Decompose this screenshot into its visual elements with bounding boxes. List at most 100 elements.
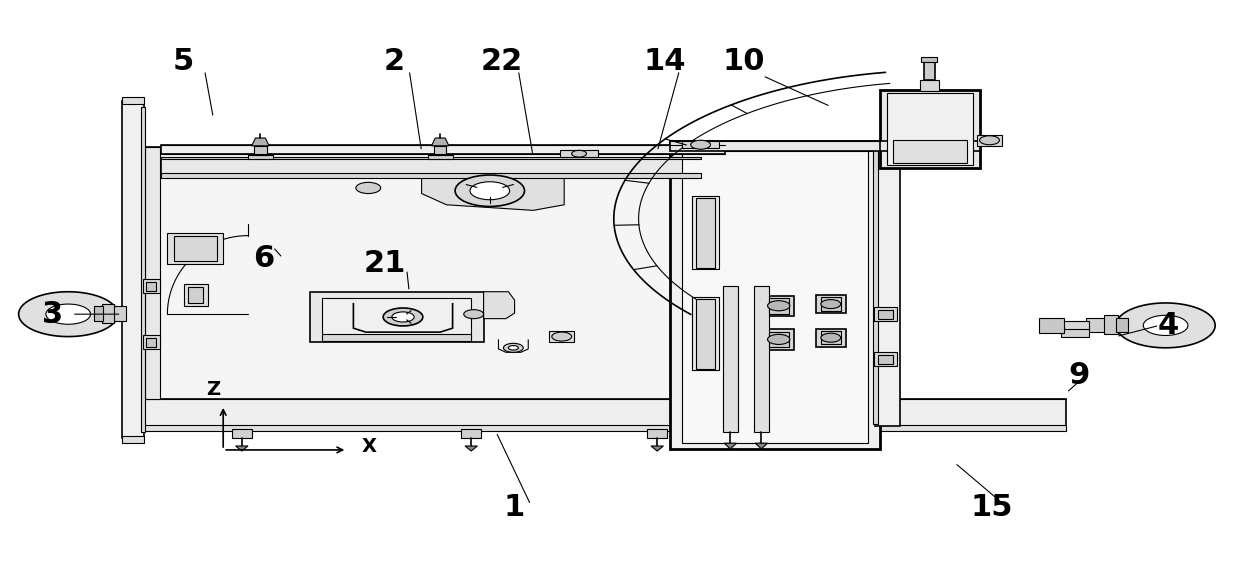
Text: 15: 15 — [971, 493, 1013, 522]
Bar — [145, 147, 160, 399]
Circle shape — [691, 140, 711, 149]
Bar — [254, 146, 267, 155]
Bar — [647, 429, 667, 438]
Bar — [696, 198, 715, 268]
Circle shape — [821, 333, 841, 342]
Bar — [188, 287, 203, 303]
Bar — [769, 298, 789, 314]
Bar — [122, 436, 144, 443]
Bar — [112, 306, 126, 321]
Bar — [434, 146, 446, 155]
Circle shape — [356, 182, 381, 194]
Polygon shape — [465, 446, 477, 451]
Bar — [921, 57, 937, 62]
Bar — [174, 236, 217, 261]
Bar — [682, 141, 719, 148]
Bar — [122, 97, 144, 104]
Polygon shape — [724, 443, 737, 449]
Bar — [232, 429, 252, 438]
Circle shape — [470, 182, 510, 200]
Bar — [560, 150, 598, 157]
Bar — [428, 155, 453, 159]
Bar — [248, 155, 273, 159]
Polygon shape — [1116, 303, 1215, 348]
Bar — [924, 60, 935, 80]
Bar — [184, 284, 208, 306]
Text: 6: 6 — [253, 243, 275, 273]
Bar — [461, 429, 481, 438]
Bar — [161, 158, 701, 174]
Bar — [754, 286, 769, 432]
Bar — [692, 297, 719, 370]
Bar — [816, 329, 846, 347]
Circle shape — [46, 304, 91, 324]
Bar — [141, 107, 145, 432]
Circle shape — [455, 175, 525, 206]
Polygon shape — [19, 292, 118, 337]
Bar — [322, 298, 471, 337]
Text: 1: 1 — [503, 493, 526, 522]
Bar — [1104, 315, 1118, 334]
Text: 21: 21 — [363, 249, 405, 278]
Bar — [143, 425, 1066, 431]
Circle shape — [821, 300, 841, 309]
Bar — [146, 282, 156, 291]
Bar — [723, 286, 738, 432]
Bar — [692, 196, 719, 269]
Bar — [146, 338, 156, 347]
Bar — [310, 292, 484, 342]
Polygon shape — [651, 446, 663, 451]
Circle shape — [392, 312, 414, 322]
Bar — [161, 173, 701, 178]
Bar — [1061, 321, 1089, 330]
Circle shape — [768, 334, 790, 344]
Bar — [670, 141, 980, 151]
Bar — [920, 80, 939, 91]
Bar — [122, 101, 144, 438]
Bar — [682, 151, 868, 443]
Circle shape — [552, 332, 572, 341]
Circle shape — [768, 301, 790, 311]
Text: 5: 5 — [172, 47, 195, 76]
Text: 22: 22 — [481, 47, 523, 76]
Text: 4: 4 — [1157, 311, 1179, 340]
Bar — [821, 297, 841, 311]
Bar — [878, 355, 893, 364]
Bar — [1086, 318, 1106, 332]
Text: 14: 14 — [644, 47, 686, 76]
Bar — [167, 233, 223, 264]
Text: 3: 3 — [41, 300, 63, 329]
Bar — [893, 140, 967, 163]
Polygon shape — [432, 138, 449, 146]
Bar — [143, 279, 160, 293]
Text: 10: 10 — [723, 47, 765, 76]
Bar — [161, 145, 725, 154]
Bar — [977, 135, 1002, 146]
Bar — [873, 149, 878, 424]
Bar — [880, 90, 980, 168]
Text: 2: 2 — [383, 47, 405, 76]
Bar — [696, 299, 715, 369]
Bar — [143, 399, 1066, 426]
Bar — [1039, 318, 1064, 333]
Bar — [1061, 329, 1089, 337]
Bar — [145, 147, 703, 399]
Circle shape — [503, 343, 523, 352]
Bar — [161, 157, 701, 159]
Bar — [821, 331, 841, 344]
Text: 9: 9 — [1068, 361, 1090, 390]
Bar — [816, 295, 846, 313]
Circle shape — [1143, 315, 1188, 335]
Polygon shape — [422, 174, 564, 210]
Bar — [94, 306, 103, 321]
Bar — [102, 304, 114, 323]
Bar — [874, 307, 897, 321]
Bar — [143, 335, 160, 349]
Bar — [874, 352, 897, 366]
Circle shape — [980, 136, 999, 145]
Circle shape — [572, 150, 587, 157]
Bar — [670, 141, 880, 151]
Circle shape — [508, 346, 518, 350]
Bar — [763, 296, 794, 316]
Text: X: X — [362, 437, 377, 456]
